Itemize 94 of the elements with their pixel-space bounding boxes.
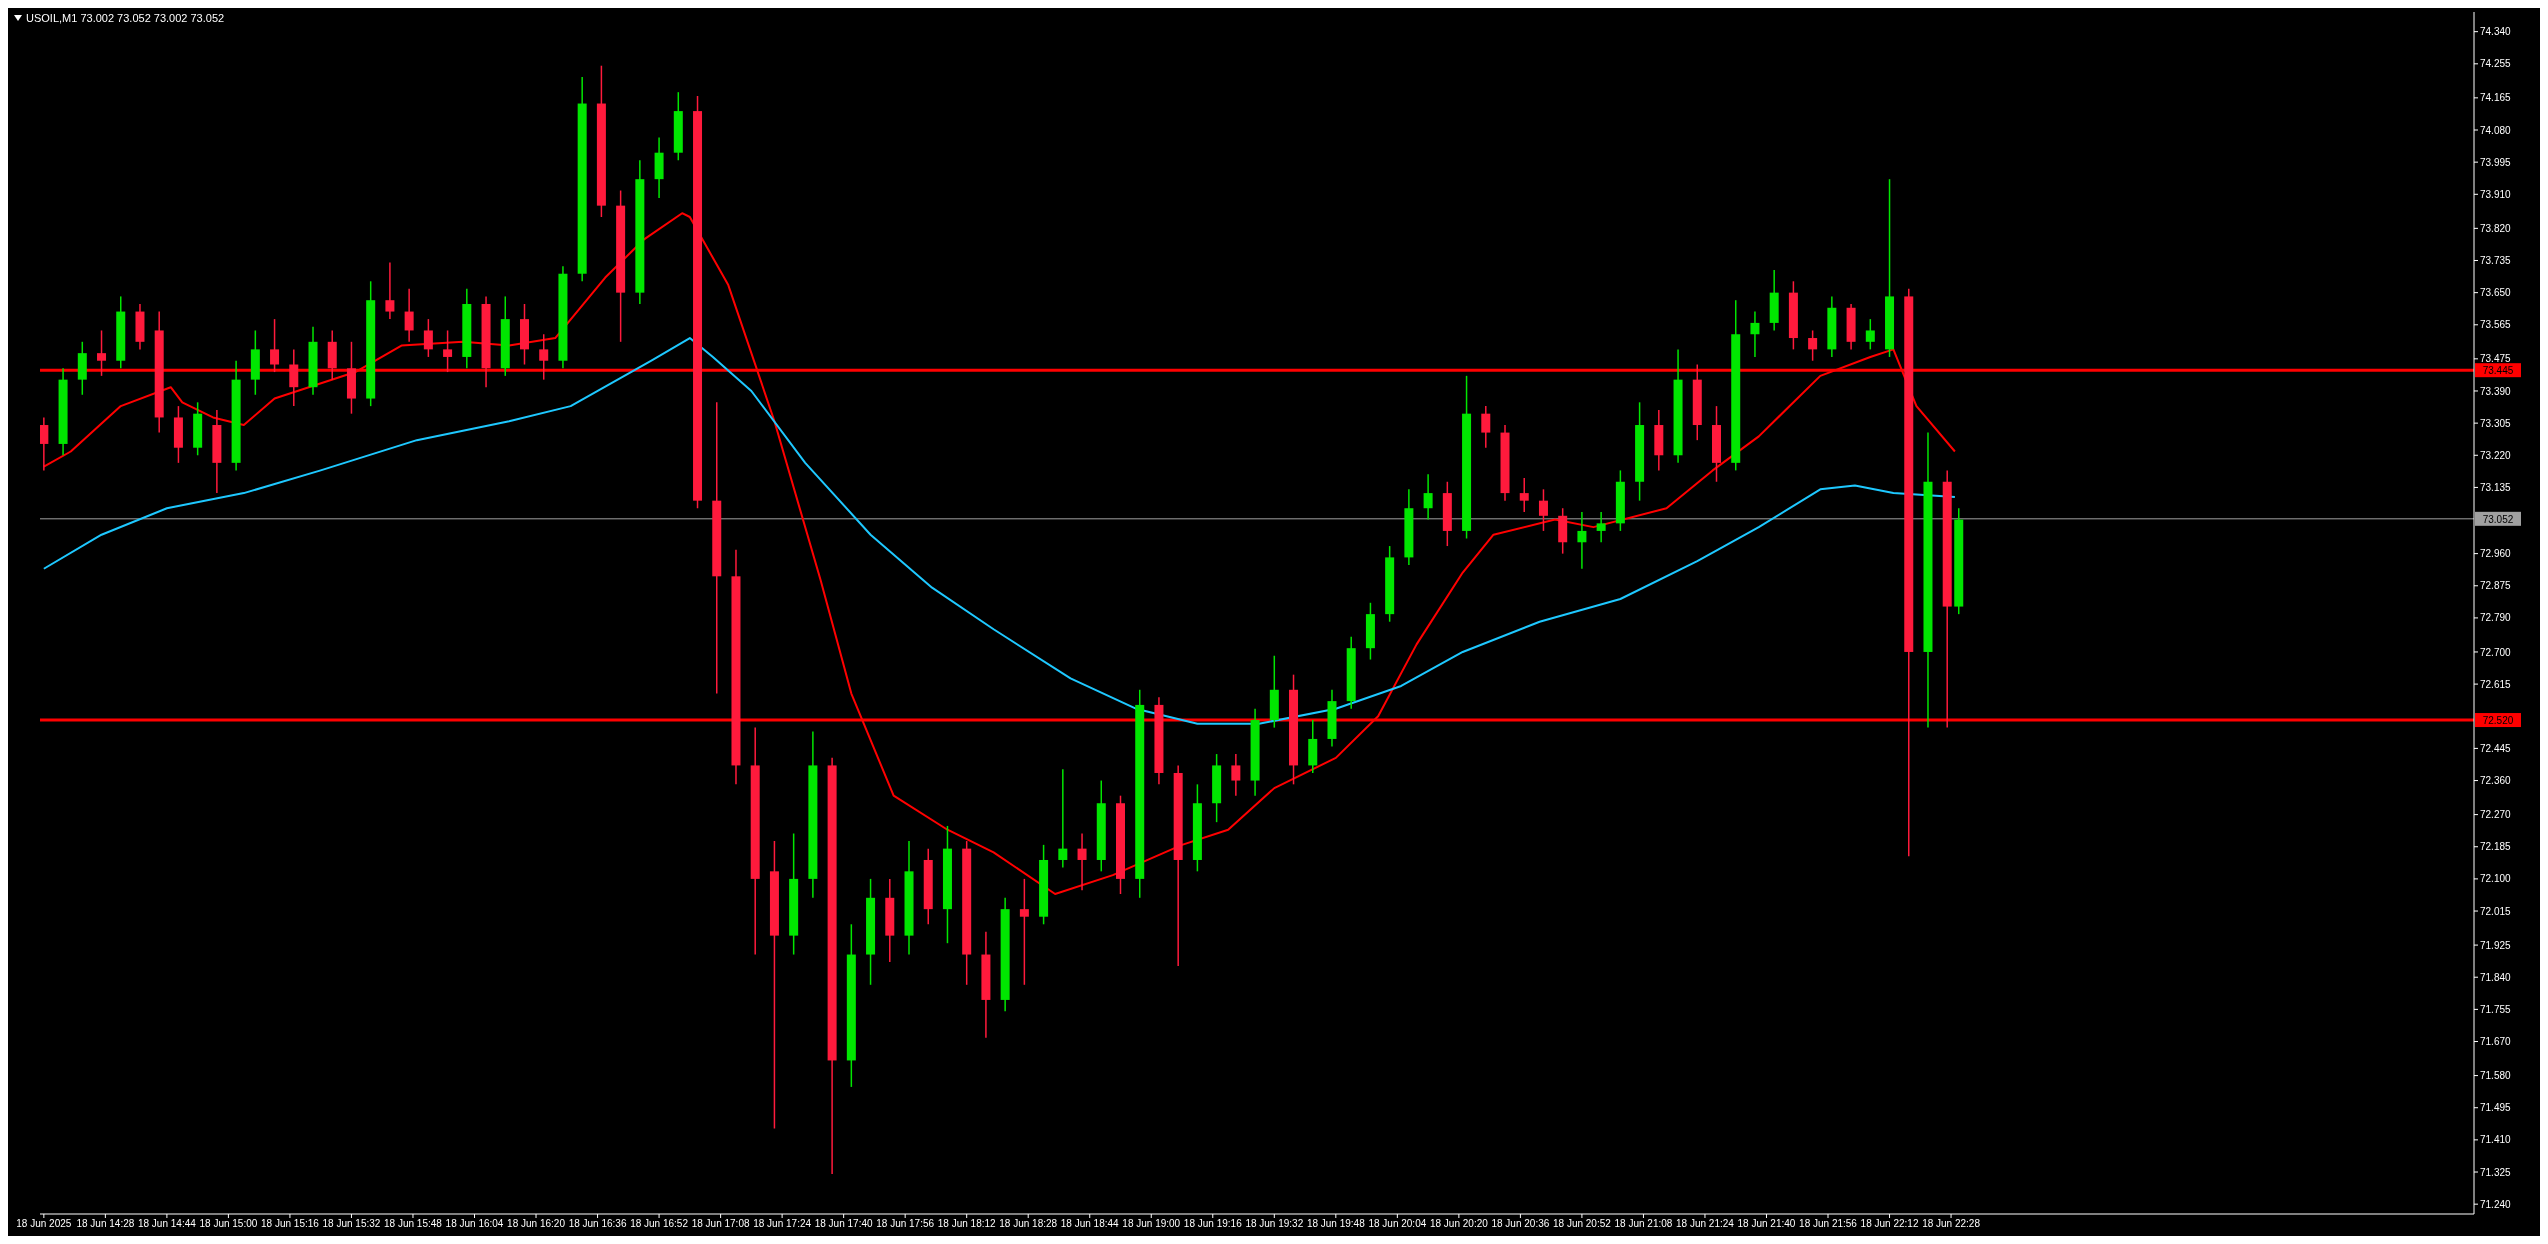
- candlestick: [97, 329, 107, 377]
- x-tick-label: 18 Jun 16:36: [568, 1218, 627, 1230]
- y-tick-label: 71.840: [2480, 971, 2512, 983]
- y-tick-label: 73.735: [2480, 255, 2512, 267]
- x-tick-label: 18 Jun 22:28: [1922, 1218, 1981, 1230]
- y-tick-label: 72.100: [2480, 873, 2512, 885]
- y-tick-label: 73.565: [2480, 319, 2512, 331]
- y-tick-label: 71.495: [2480, 1102, 2512, 1114]
- candlestick: [404, 288, 414, 343]
- ref-line-label: 73.052: [2482, 513, 2514, 525]
- candlestick: [385, 261, 395, 320]
- candlestick: [1231, 753, 1241, 797]
- x-tick-label: 18 Jun 17:08: [691, 1218, 750, 1230]
- x-tick-label: 18 Jun 16:04: [445, 1218, 504, 1230]
- x-tick-label: 18 Jun 18:44: [1060, 1218, 1120, 1230]
- x-tick-label: 18 Jun 15:00: [199, 1218, 258, 1230]
- y-tick-label: 71.325: [2480, 1166, 2512, 1178]
- candlestick: [539, 333, 549, 381]
- x-tick-label: 18 Jun 20:52: [1553, 1218, 1612, 1230]
- y-tick-label: 73.995: [2480, 156, 2512, 168]
- chart-title: USOIL,M1 73.002 73.052 73.002 73.052: [26, 12, 225, 24]
- x-tick-label: 18 Jun 21:08: [1614, 1218, 1673, 1230]
- candlestick: [40, 416, 49, 472]
- x-tick-label: 18 Jun 17:24: [753, 1218, 812, 1230]
- x-tick-label: 18 Jun 15:16: [261, 1218, 320, 1230]
- x-tick-label: 18 Jun 20:36: [1491, 1218, 1550, 1230]
- candlestick: [1577, 511, 1587, 570]
- x-tick-label: 18 Jun 15:48: [384, 1218, 443, 1230]
- y-tick-label: 71.410: [2480, 1134, 2512, 1146]
- y-tick-label: 73.305: [2480, 417, 2512, 429]
- x-tick-label: 18 Jun 17:40: [814, 1218, 873, 1230]
- y-tick-label: 74.255: [2480, 58, 2512, 70]
- x-tick-label: 18 Jun 16:20: [507, 1218, 566, 1230]
- x-tick-label: 18 Jun 14:28: [76, 1218, 135, 1230]
- candlestick: [1808, 329, 1818, 362]
- y-tick-label: 74.080: [2480, 124, 2512, 136]
- candlestick: [1865, 318, 1875, 351]
- candlestick: [1538, 488, 1548, 532]
- y-tick-label: 72.960: [2480, 548, 2512, 560]
- y-tick-label: 73.650: [2480, 287, 2512, 299]
- x-tick-label: 18 Jun 19:00: [1122, 1218, 1181, 1230]
- candlestick: [443, 329, 453, 373]
- x-tick-label: 18 Jun 2025: [16, 1218, 72, 1230]
- y-tick-label: 73.220: [2480, 449, 2512, 461]
- candlestick: [1423, 473, 1433, 521]
- candlestick: [270, 318, 280, 373]
- y-tick-label: 72.875: [2480, 580, 2512, 592]
- y-tick-label: 71.925: [2480, 939, 2512, 951]
- y-tick-label: 71.240: [2480, 1198, 2512, 1210]
- y-tick-label: 72.360: [2480, 775, 2512, 787]
- y-tick-label: 74.340: [2480, 26, 2512, 38]
- x-tick-label: 18 Jun 15:32: [322, 1218, 381, 1230]
- x-tick-label: 18 Jun 20:04: [1368, 1218, 1427, 1230]
- y-tick-label: 73.135: [2480, 481, 2512, 493]
- x-tick-label: 18 Jun 14:44: [137, 1218, 197, 1230]
- x-tick-label: 18 Jun 20:20: [1429, 1218, 1489, 1230]
- x-tick-label: 18 Jun 19:16: [1183, 1218, 1243, 1230]
- x-tick-label: 18 Jun 18:12: [937, 1218, 997, 1230]
- y-tick-label: 72.185: [2480, 841, 2512, 853]
- x-tick-label: 18 Jun 18:28: [999, 1218, 1058, 1230]
- x-tick-label: 18 Jun 16:52: [630, 1218, 689, 1230]
- x-tick-label: 18 Jun 19:32: [1245, 1218, 1304, 1230]
- x-tick-label: 18 Jun 21:56: [1799, 1218, 1858, 1230]
- candlestick: [1077, 832, 1087, 891]
- candlestick: [1481, 405, 1491, 449]
- x-tick-label: 18 Jun 19:48: [1306, 1218, 1366, 1230]
- y-tick-label: 71.580: [2480, 1070, 2512, 1082]
- candlestick: [1519, 477, 1529, 513]
- y-tick-label: 73.910: [2480, 188, 2512, 200]
- ref-line-label: 72.520: [2482, 715, 2514, 727]
- y-tick-label: 71.755: [2480, 1003, 2512, 1015]
- y-tick-label: 72.015: [2480, 905, 2512, 917]
- candlestick: [1596, 511, 1606, 544]
- candlestick: [1058, 768, 1068, 869]
- candlestick: [423, 318, 433, 358]
- candlestick: [1019, 878, 1029, 986]
- y-tick-label: 73.820: [2480, 222, 2512, 234]
- y-tick-label: 74.165: [2480, 92, 2512, 104]
- x-tick-label: 18 Jun 21:24: [1676, 1218, 1735, 1230]
- y-tick-label: 72.790: [2480, 612, 2512, 624]
- y-tick-label: 73.390: [2480, 385, 2512, 397]
- y-tick-label: 72.615: [2480, 678, 2512, 690]
- candlestick: [289, 348, 299, 407]
- y-tick-label: 73.475: [2480, 353, 2512, 365]
- candlestick: [1750, 310, 1760, 358]
- ref-line-label: 73.445: [2482, 365, 2514, 377]
- x-tick-label: 18 Jun 17:56: [876, 1218, 935, 1230]
- y-tick-label: 72.700: [2480, 646, 2512, 658]
- y-tick-label: 72.270: [2480, 809, 2512, 821]
- y-tick-label: 72.445: [2480, 742, 2512, 754]
- line-series: [42, 337, 1956, 725]
- x-tick-label: 18 Jun 21:40: [1737, 1218, 1796, 1230]
- y-tick-label: 71.670: [2480, 1036, 2512, 1048]
- x-tick-label: 18 Jun 22:12: [1860, 1218, 1919, 1230]
